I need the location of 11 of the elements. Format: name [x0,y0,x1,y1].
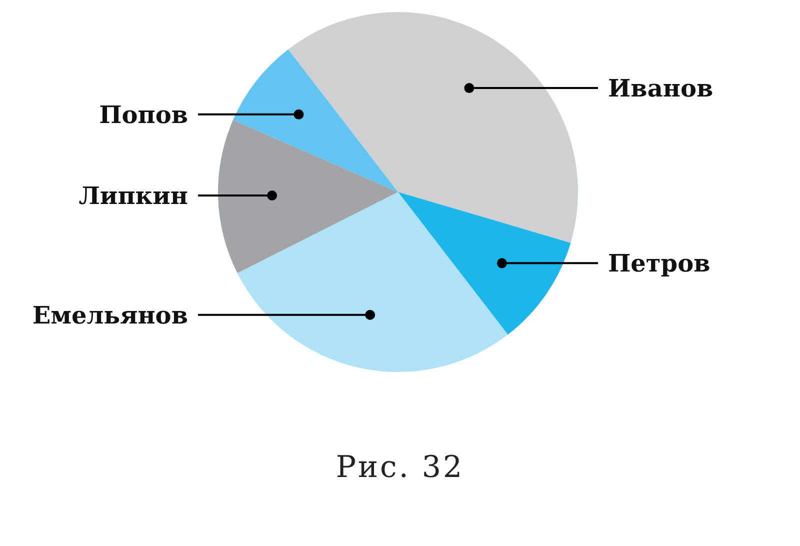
pie-slice [233,49,398,192]
slice-label: Липкин [78,181,188,210]
pie-slice [237,192,508,372]
pie-slice [218,120,398,274]
slice-label: Петров [608,248,710,278]
slice-label: Иванов [608,74,714,103]
pie-slice [288,12,578,243]
pie-slice [398,192,571,335]
slice-label: Попов [99,100,188,129]
slice-label: Емельянов [32,300,188,330]
text: Рис. 32 [334,450,466,485]
